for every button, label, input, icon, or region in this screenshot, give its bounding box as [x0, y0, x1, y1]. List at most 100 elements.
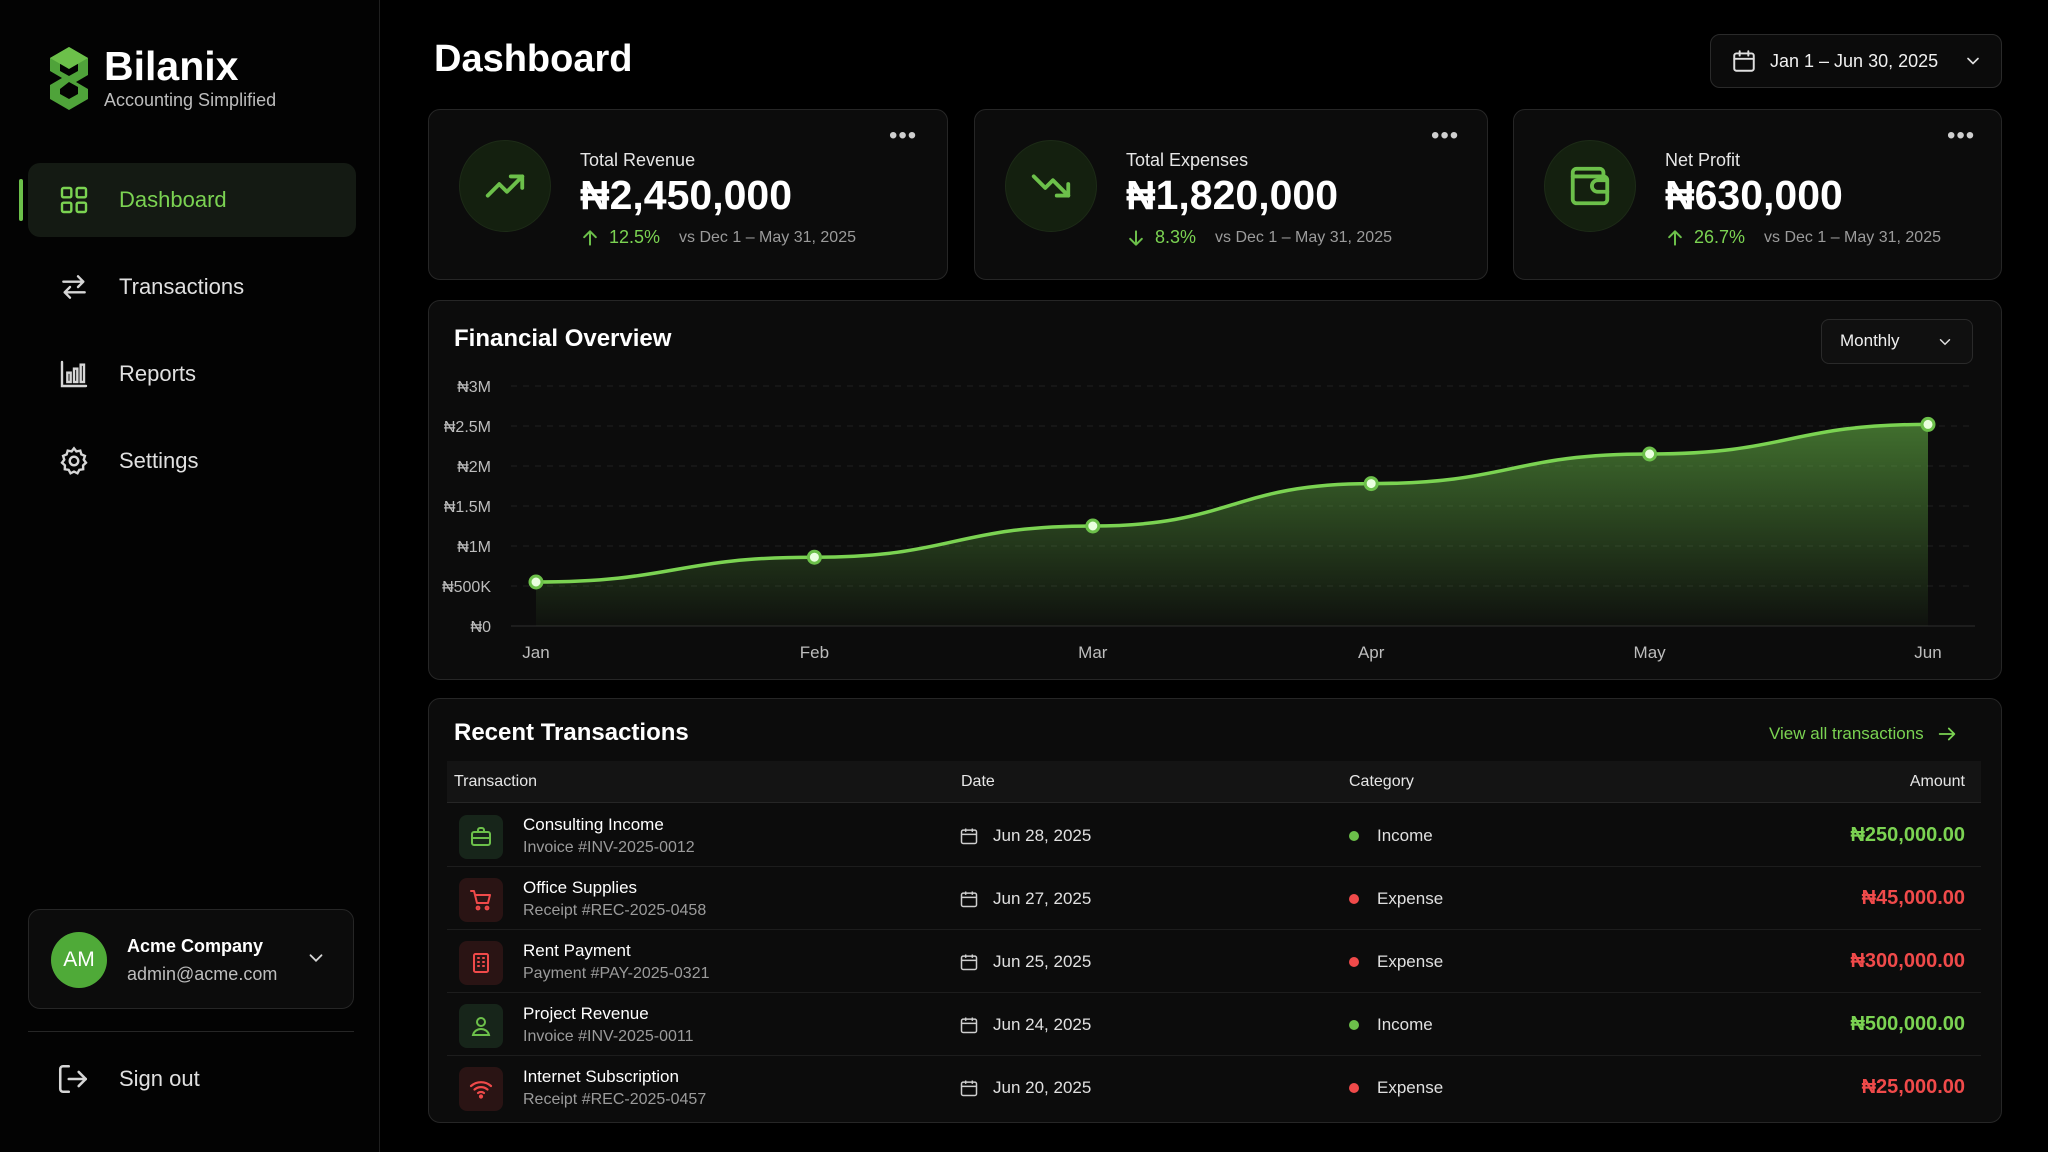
account-switcher[interactable]: AM Acme Company admin@acme.com	[28, 909, 354, 1009]
x-tick-label: Mar	[1078, 643, 1108, 662]
tx-amount: ₦45,000.00	[1861, 887, 1965, 909]
tx-ref: Invoice #INV-2025-0012	[523, 839, 695, 856]
brand[interactable]: Bilanix Accounting Simplified	[48, 44, 276, 111]
expense-dot	[1349, 894, 1359, 904]
kpi-label: Total Revenue	[580, 150, 696, 170]
tx-date-value: Jun 28, 2025	[993, 826, 1092, 845]
table-row[interactable]: Internet Subscription Receipt #REC-2025-…	[447, 1056, 1981, 1119]
chart-data-point	[1642, 446, 1658, 462]
table-row[interactable]: Office Supplies Receipt #REC-2025-0458 J…	[447, 867, 1981, 930]
tx-date-value: Jun 20, 2025	[993, 1078, 1092, 1097]
financial-overview-chart: ₦0 ₦500K ₦1M ₦1.5M ₦2M ₦2.5M ₦3M Jan Feb Mar Apr M…	[442, 379, 1975, 662]
tx-ref: Payment #PAY-2025-0321	[523, 965, 710, 982]
transactions-title: Recent Transactions	[454, 719, 689, 746]
more-options-icon[interactable]: •••	[889, 122, 918, 149]
y-tick-label: ₦500K	[442, 579, 491, 596]
nav-item-settings[interactable]: Settings	[28, 424, 356, 498]
arrow-down-icon	[1129, 229, 1143, 246]
chart-data-point	[806, 549, 822, 565]
trending-down-icon	[1031, 174, 1071, 198]
chart-series-line	[535, 422, 1929, 584]
calendar-icon	[960, 954, 978, 971]
kpi-compare: vs Dec 1 – May 31, 2025	[1215, 229, 1392, 246]
tx-name: Office Supplies	[523, 878, 638, 897]
bar-chart-icon	[60, 360, 88, 388]
tx-category: Expense	[1349, 952, 1443, 972]
main-nav: Dashboard Transactions Reports Settings	[0, 163, 380, 511]
chevron-down-icon[interactable]	[305, 947, 327, 969]
nav-label-reports: Reports	[119, 361, 197, 386]
expense-dot	[1349, 1083, 1359, 1093]
more-options-icon[interactable]: •••	[1431, 122, 1460, 149]
tx-icon-wrap	[459, 1067, 503, 1111]
column-header-amount[interactable]: Amount	[1909, 773, 1965, 790]
tx-amount: ₦25,000.00	[1861, 1076, 1965, 1098]
column-header-transaction[interactable]: Transaction	[454, 773, 537, 790]
tx-name: Rent Payment	[523, 941, 631, 960]
calendar-icon	[1733, 50, 1755, 72]
tx-name: Internet Subscription	[523, 1067, 679, 1086]
kpi-change-value: 12.5%	[609, 227, 661, 247]
sidebar-divider	[28, 1031, 354, 1032]
trending-up-icon	[485, 174, 525, 198]
tx-date-value: Jun 24, 2025	[993, 1015, 1092, 1034]
tx-icon-wrap	[459, 1004, 503, 1048]
table-header: Transaction Date Category Amount	[447, 761, 1981, 803]
more-options-icon[interactable]: •••	[1947, 122, 1976, 149]
tx-date: Jun 20, 2025	[959, 1078, 1091, 1098]
tx-date: Jun 24, 2025	[959, 1015, 1091, 1035]
view-all-transactions-link[interactable]: View all transactions	[1769, 723, 1958, 745]
kpi-label: Total Expenses	[1126, 150, 1249, 170]
nav-label-dashboard: Dashboard	[119, 187, 227, 212]
tx-category: Expense	[1349, 1078, 1443, 1098]
brand-tagline: Accounting Simplified	[104, 90, 277, 110]
nav-item-dashboard[interactable]: Dashboard	[19, 163, 356, 237]
sidebar: Bilanix Accounting Simplified Dashboard …	[0, 0, 380, 1152]
x-tick-label: May	[1634, 643, 1667, 662]
column-header-category[interactable]: Category	[1349, 773, 1414, 790]
tx-category-label: Expense	[1377, 889, 1444, 908]
kpi-value: ₦2,450,000	[580, 172, 793, 218]
grid-icon	[60, 186, 88, 214]
kpi-compare: vs Dec 1 – May 31, 2025	[1764, 229, 1941, 246]
kpi-card-revenue: Total Revenue ₦2,450,000 12.5% vs Dec 1 …	[428, 109, 948, 280]
tx-ref: Invoice #INV-2025-0011	[523, 1028, 694, 1045]
brand-name: Bilanix	[104, 43, 239, 89]
kpi-change: 12.5%	[580, 227, 660, 248]
calendar-icon	[960, 828, 978, 845]
calendar-icon	[960, 891, 978, 908]
nav-item-reports[interactable]: Reports	[28, 337, 356, 411]
nav-item-transactions[interactable]: Transactions	[28, 250, 356, 324]
arrow-right-icon	[1938, 727, 1955, 741]
tx-category-label: Income	[1377, 826, 1433, 845]
wifi-icon	[469, 1081, 493, 1099]
kpi-value: ₦630,000	[1665, 172, 1843, 218]
table-row[interactable]: Rent Payment Payment #PAY-2025-0321 Jun …	[447, 930, 1981, 993]
table-row[interactable]: Project Revenue Invoice #INV-2025-0011 J…	[447, 993, 1981, 1056]
tx-name: Project Revenue	[523, 1004, 649, 1023]
chart-data-point	[1363, 476, 1379, 492]
tx-date: Jun 25, 2025	[959, 952, 1091, 972]
chart-data-point	[528, 574, 544, 590]
period-select-value: Monthly	[1840, 331, 1900, 350]
x-tick-label: Jan	[522, 643, 549, 662]
kpi-change-value: 26.7%	[1694, 227, 1746, 247]
tx-ref: Receipt #REC-2025-0457	[523, 1091, 707, 1108]
y-tick-label: ₦2M	[457, 459, 491, 476]
calendar-icon	[960, 1017, 978, 1034]
sign-out-button[interactable]: Sign out	[28, 1048, 354, 1110]
period-select[interactable]: Monthly	[1821, 319, 1973, 364]
tx-category: Expense	[1349, 889, 1443, 909]
sign-out-label: Sign out	[119, 1066, 200, 1091]
column-header-date[interactable]: Date	[961, 773, 995, 790]
recent-transactions-panel: Recent Transactions View all transaction…	[428, 698, 2002, 1123]
kpi-change: 26.7%	[1665, 227, 1745, 248]
kpi-change-value: 8.3%	[1155, 227, 1197, 247]
income-dot	[1349, 1020, 1359, 1030]
tx-category-label: Expense	[1377, 952, 1444, 971]
user-icon	[471, 1017, 491, 1036]
overview-title: Financial Overview	[454, 325, 672, 352]
table-row[interactable]: Consulting Income Invoice #INV-2025-0012…	[447, 804, 1981, 867]
date-range-picker[interactable]: Jan 1 – Jun 30, 2025	[1710, 34, 2002, 88]
kpi-card-expenses: Total Expenses ₦1,820,000 8.3% vs Dec 1 …	[974, 109, 1488, 280]
